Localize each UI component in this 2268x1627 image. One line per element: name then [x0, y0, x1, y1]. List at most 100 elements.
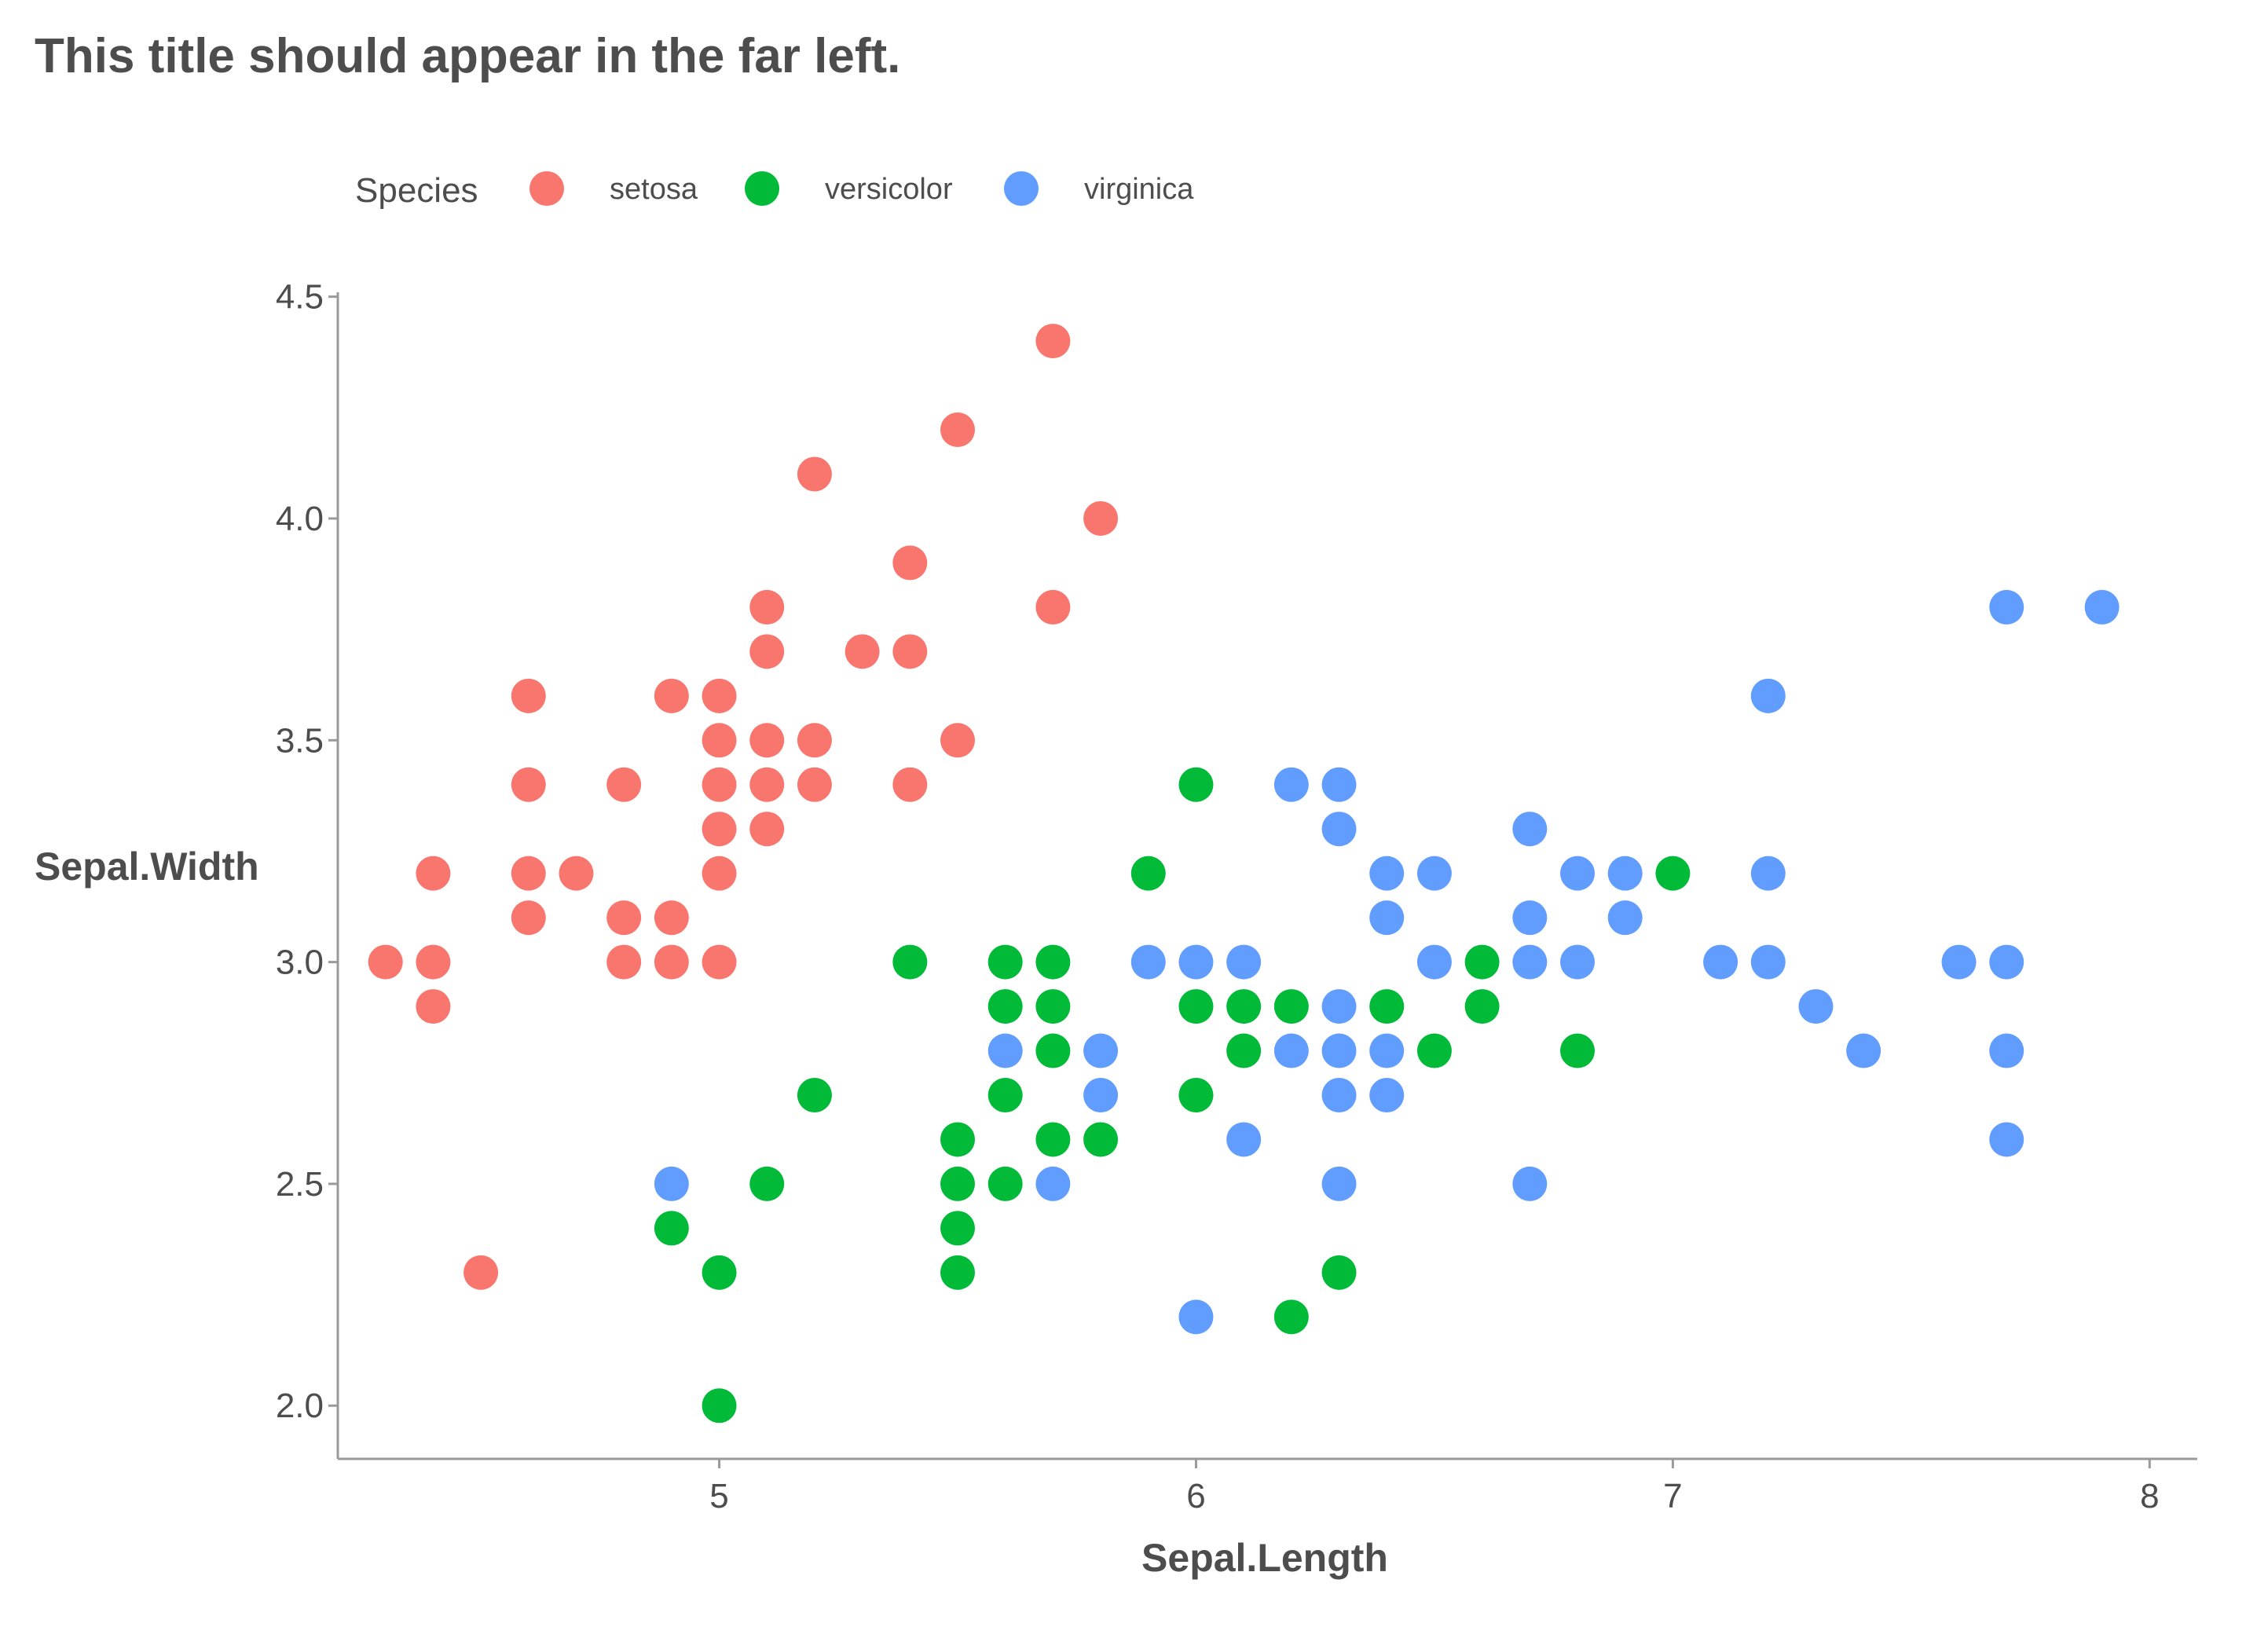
data-point [1512, 900, 1548, 936]
data-point [1321, 1166, 1357, 1201]
data-point [1178, 1299, 1214, 1335]
data-point [1321, 1255, 1357, 1290]
data-point [749, 589, 785, 625]
data-point [1416, 944, 1452, 980]
data-point [2084, 589, 2120, 625]
data-point [1035, 989, 1071, 1024]
data-point [1607, 856, 1643, 891]
data-point [1989, 944, 2024, 980]
data-point [940, 1211, 975, 1246]
data-point [1273, 989, 1309, 1024]
data-point [1083, 1122, 1119, 1157]
data-point [797, 456, 832, 492]
y-tick-label: 4.5 [276, 278, 324, 317]
data-point [416, 944, 451, 980]
legend-key-virginica [1004, 171, 1039, 206]
data-point [1703, 944, 1739, 980]
data-point [1035, 1122, 1071, 1157]
data-point [1226, 989, 1262, 1024]
chart-title: This title should appear in the far left… [35, 29, 900, 83]
y-axis-title: Sepal.Width [35, 845, 259, 889]
x-tick-label: 6 [1186, 1477, 1205, 1515]
data-point [1035, 1033, 1071, 1068]
data-point [702, 856, 737, 891]
data-point [987, 1033, 1023, 1068]
data-point [1369, 1077, 1405, 1112]
y-tick-label: 3.5 [276, 721, 324, 760]
data-point [1035, 1166, 1071, 1201]
data-point [1369, 900, 1405, 936]
data-point [1369, 1033, 1405, 1068]
data-point [1321, 1033, 1357, 1068]
data-point [1035, 589, 1071, 625]
data-point [1273, 1299, 1309, 1335]
data-point [1083, 1033, 1119, 1068]
data-point [1273, 767, 1309, 802]
data-point [1321, 1077, 1357, 1112]
data-points [368, 324, 2120, 1424]
data-point [654, 1211, 689, 1246]
data-point [1226, 1122, 1262, 1157]
data-point [511, 678, 546, 713]
axes: 5 6 7 8 2.0 2.5 3.0 3.5 4.0 4.5 [276, 278, 2197, 1515]
data-point [1941, 944, 1977, 980]
data-point [511, 900, 546, 936]
data-point [1226, 944, 1262, 980]
data-point [1321, 767, 1357, 802]
data-point [1560, 1033, 1595, 1068]
data-point [606, 767, 642, 802]
data-point [987, 1166, 1023, 1201]
data-point [797, 723, 832, 758]
data-point [845, 634, 880, 669]
data-point [797, 1077, 832, 1112]
data-point [892, 767, 928, 802]
data-point [1178, 767, 1214, 802]
legend-label-setosa: setosa [610, 173, 698, 206]
data-point [940, 1122, 975, 1157]
data-point [1512, 944, 1548, 980]
x-tick-label: 5 [709, 1477, 728, 1515]
x-axis-title: Sepal.Length [1141, 1536, 1388, 1580]
legend-key-versicolor [745, 171, 779, 206]
series-versicolor [654, 767, 1691, 1424]
data-point [749, 767, 785, 802]
data-point [1798, 989, 1834, 1024]
data-point [1464, 944, 1500, 980]
data-point [987, 1077, 1023, 1112]
data-point [1560, 944, 1595, 980]
data-point [702, 944, 737, 980]
data-point [1607, 900, 1643, 936]
data-point [749, 634, 785, 669]
data-point [1750, 678, 1786, 713]
data-point [1035, 324, 1071, 359]
data-point [987, 944, 1023, 980]
data-point [1226, 1033, 1262, 1068]
series-virginica [654, 589, 2120, 1335]
data-point [559, 856, 594, 891]
data-point [654, 944, 689, 980]
y-tick-label: 3.0 [276, 944, 324, 982]
data-point [511, 856, 546, 891]
data-point [1416, 1033, 1452, 1068]
data-point [940, 723, 975, 758]
y-tick-label: 4.0 [276, 500, 324, 538]
legend-label-virginica: virginica [1084, 173, 1194, 206]
data-point [1178, 1077, 1214, 1112]
data-point [940, 1255, 975, 1290]
data-point [1369, 856, 1405, 891]
legend-title: Species [355, 171, 478, 210]
data-point [1130, 944, 1166, 980]
data-point [463, 1255, 499, 1290]
data-point [1846, 1033, 1881, 1068]
data-point [1178, 944, 1214, 980]
data-point [1416, 856, 1452, 891]
data-point [1750, 856, 1786, 891]
data-point [892, 545, 928, 581]
legend: Species setosa versicolor virginica [355, 171, 1194, 210]
data-point [368, 944, 403, 980]
data-point [1369, 989, 1405, 1024]
data-point [702, 678, 737, 713]
data-point [1655, 856, 1691, 891]
data-point [702, 1255, 737, 1290]
